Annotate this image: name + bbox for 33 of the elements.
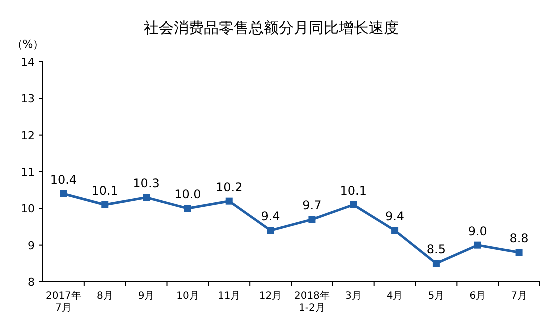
data-label: 9.4 bbox=[261, 210, 280, 224]
ytick: 10 bbox=[21, 202, 35, 216]
data-label: 8.8 bbox=[510, 232, 529, 246]
xtick: 2017年 7月 bbox=[46, 291, 82, 314]
xtick: 3月 bbox=[345, 291, 362, 302]
data-label: 10.4 bbox=[50, 173, 78, 187]
data-label: 10.1 bbox=[340, 184, 367, 198]
ytick: 12 bbox=[21, 129, 35, 142]
xtick: 10月 bbox=[176, 291, 200, 302]
ytick: 8 bbox=[28, 276, 35, 289]
xtick: 4月 bbox=[386, 291, 404, 302]
xtick: 7月 bbox=[511, 291, 528, 302]
data-label: 9.7 bbox=[302, 198, 322, 213]
ytick: 14 bbox=[21, 56, 35, 69]
xtick: 6月 bbox=[470, 291, 486, 302]
data-label: 10.1 bbox=[92, 184, 118, 198]
ylabel: （%） bbox=[12, 38, 44, 51]
xtick: 2018年 1-2月 bbox=[294, 291, 330, 314]
data-label: 10.2 bbox=[216, 180, 243, 194]
title: 社会消费品零售总额分月同比增长速度 bbox=[144, 19, 399, 37]
ytick: 9 bbox=[28, 239, 35, 252]
data-label: 9.0 bbox=[468, 224, 488, 238]
xtick: 11月 bbox=[218, 291, 241, 302]
xtick: 5月 bbox=[428, 291, 445, 302]
data-label: 10.3 bbox=[133, 176, 160, 191]
data-label: 10.0 bbox=[174, 188, 202, 202]
ytick: 11 bbox=[21, 166, 35, 179]
xtick: 9月 bbox=[138, 291, 155, 302]
data-label: 8.5 bbox=[426, 242, 446, 257]
ytick: 13 bbox=[21, 92, 35, 106]
xtick: 12月 bbox=[259, 291, 282, 302]
xtick: 8月 bbox=[96, 291, 114, 302]
data-label: 9.4 bbox=[386, 210, 405, 224]
